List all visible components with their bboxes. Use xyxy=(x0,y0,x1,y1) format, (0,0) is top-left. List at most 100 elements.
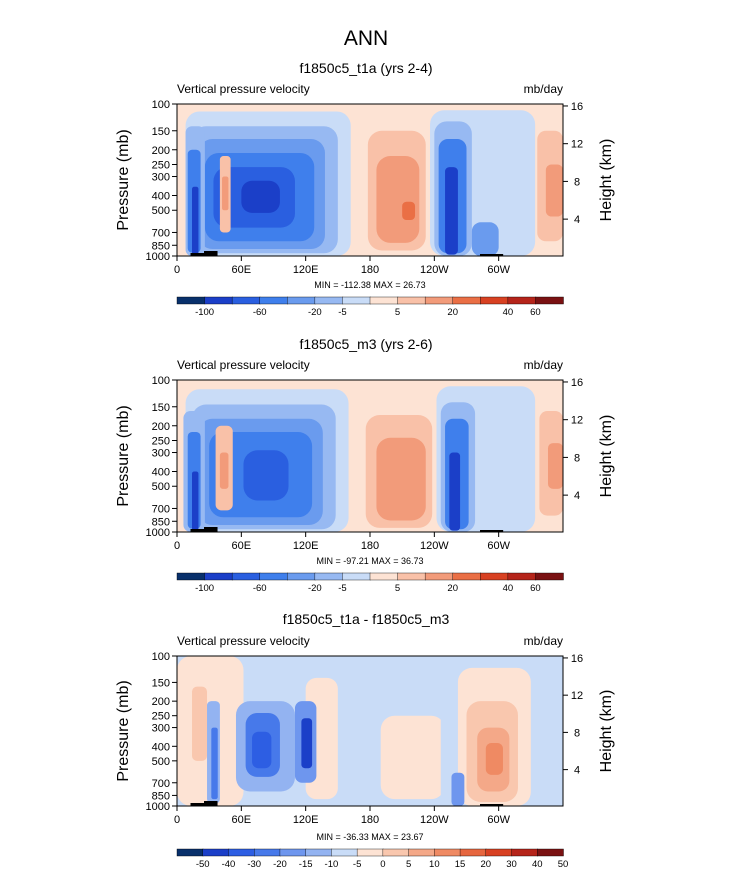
contour-region-17 xyxy=(451,772,465,806)
colorbar-swatch xyxy=(537,848,564,857)
colorbar-swatch xyxy=(485,848,513,857)
colorbar-swatch xyxy=(535,296,564,305)
colorbar-swatch xyxy=(397,572,426,581)
colorbar-swatch xyxy=(452,572,481,581)
colorbar-swatch xyxy=(408,848,436,857)
y2tick-label: 4 xyxy=(574,214,580,226)
colorbar-swatch xyxy=(452,296,481,305)
y2tick-label: 12 xyxy=(571,415,583,427)
colorbar-swatch xyxy=(369,572,399,581)
y2tick-label: 8 xyxy=(574,727,580,739)
contour-region-14 xyxy=(376,156,420,243)
contour-region-15 xyxy=(402,201,416,221)
colorbar-swatch xyxy=(382,848,410,857)
y2tick-label: 16 xyxy=(571,101,583,113)
ytick-label: 300 xyxy=(152,448,170,460)
ytick-label: 200 xyxy=(152,145,170,157)
colorbar-label: 60 xyxy=(530,307,541,318)
panel-1-units-label: mb/day xyxy=(524,82,563,96)
panel-2-colorbar: -100 -60 -20 -5 5 20 40 60 xyxy=(176,572,564,594)
colorbar-label: -60 xyxy=(253,307,267,318)
colorbar-label: -5 xyxy=(338,583,346,594)
y2tick-label: 12 xyxy=(571,690,583,702)
y2tick-label: 16 xyxy=(571,377,583,389)
topography-mask xyxy=(204,527,218,532)
colorbar-swatch xyxy=(176,572,206,581)
panel-2-y2label: Height (km) xyxy=(598,415,615,498)
xtick-label: 180 xyxy=(361,814,379,826)
colorbar-swatch xyxy=(331,848,358,857)
contour-region-19 xyxy=(445,167,458,255)
xtick-label: 120E xyxy=(293,540,319,552)
panel-3-contour-field xyxy=(177,656,563,806)
ytick-label: 250 xyxy=(152,435,170,447)
xtick-label: 120W xyxy=(420,540,449,552)
ytick-label: 1000 xyxy=(146,527,170,539)
xtick-label: 60E xyxy=(232,540,252,552)
ytick-label: 850 xyxy=(152,790,170,802)
colorbar-swatch xyxy=(305,848,333,857)
colorbar-label: 5 xyxy=(395,307,400,318)
panel-2: f1850c5_m3 (yrs 2-6) Vertical pressure v… xyxy=(115,336,615,594)
colorbar-swatch xyxy=(507,572,537,581)
panel-2-title: f1850c5_m3 (yrs 2-6) xyxy=(299,336,432,352)
colorbar-label: 40 xyxy=(532,859,543,870)
figure-title: ANN xyxy=(344,27,388,50)
xtick-label: 120E xyxy=(293,264,319,276)
colorbar-swatch xyxy=(231,572,261,581)
colorbar-label: -20 xyxy=(308,583,322,594)
panel-2-ylabel: Pressure (mb) xyxy=(115,405,132,506)
colorbar-label: -20 xyxy=(273,859,287,870)
colorbar-swatch xyxy=(287,296,316,305)
contour-region-8 xyxy=(252,731,272,769)
panel-1-ylabel: Pressure (mb) xyxy=(115,129,132,230)
ytick-label: 200 xyxy=(152,696,170,708)
xtick-label: 180 xyxy=(361,540,379,552)
panel-3-title: f1850c5_t1a - f1850c5_m3 xyxy=(283,611,450,627)
ytick-label: 150 xyxy=(152,126,170,138)
ytick-label: 100 xyxy=(152,375,170,387)
ytick-label: 500 xyxy=(152,205,170,217)
ytick-label: 250 xyxy=(152,159,170,171)
contour-region-13 xyxy=(376,437,426,521)
panel-1-y2label: Height (km) xyxy=(598,139,615,222)
topography-mask xyxy=(204,251,218,256)
colorbar-swatch xyxy=(434,848,461,857)
contour-region-10 xyxy=(301,718,313,769)
contour-region-20 xyxy=(471,222,499,256)
colorbar-swatch xyxy=(424,296,454,305)
colorbar-swatch xyxy=(356,848,384,857)
y2tick-label: 12 xyxy=(571,139,583,151)
colorbar-label: -15 xyxy=(299,859,313,870)
colorbar-swatch xyxy=(228,848,255,857)
ytick-label: 700 xyxy=(152,227,170,239)
colorbar-swatch xyxy=(480,572,509,581)
colorbar-label: 40 xyxy=(503,583,514,594)
ytick-label: 1000 xyxy=(146,251,170,263)
panel-3-variable-label: Vertical pressure velocity xyxy=(177,634,310,648)
panel-3-y2label: Height (km) xyxy=(598,690,615,773)
contour-region-19 xyxy=(547,443,563,489)
colorbar-label: 10 xyxy=(429,859,440,870)
ytick-label: 500 xyxy=(152,756,170,768)
colorbar-label: 20 xyxy=(481,859,492,870)
colorbar-swatch xyxy=(314,296,344,305)
colorbar-label: -5 xyxy=(353,859,361,870)
colorbar-swatch xyxy=(202,848,230,857)
colorbar-swatch xyxy=(314,572,344,581)
ytick-label: 850 xyxy=(152,516,170,528)
colorbar-swatch xyxy=(424,572,454,581)
panel-2-variable-label: Vertical pressure velocity xyxy=(177,358,310,372)
colorbar-swatch xyxy=(204,296,233,305)
contour-region-22 xyxy=(545,164,563,217)
colorbar-swatch xyxy=(279,848,307,857)
colorbar-swatch xyxy=(259,296,288,305)
contour-region-10 xyxy=(192,471,199,531)
ytick-label: 300 xyxy=(152,172,170,184)
colorbar-label: 30 xyxy=(506,859,517,870)
colorbar-swatch xyxy=(204,572,233,581)
colorbar-label: -20 xyxy=(308,307,322,318)
colorbar-label: 20 xyxy=(447,583,458,594)
